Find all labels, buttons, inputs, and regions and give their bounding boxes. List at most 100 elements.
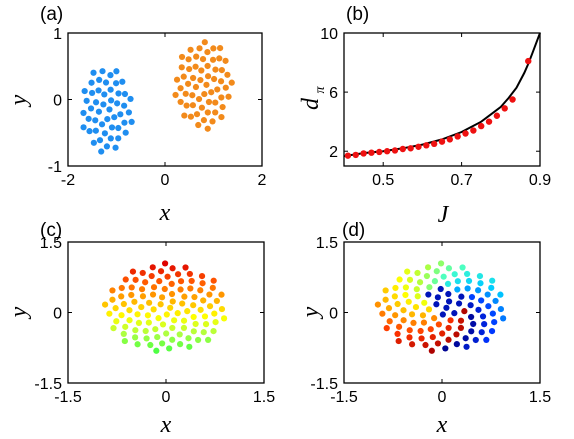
scatter-point [385, 305, 393, 312]
scatter-point [374, 301, 381, 308]
ticks-a: -2 0 2 -1 0 1 [48, 26, 267, 189]
scatter-point [101, 301, 109, 308]
scatter-point [445, 324, 452, 332]
scatter-point [455, 300, 463, 307]
y-axis-label-c: y [6, 306, 32, 319]
data-point [478, 122, 485, 130]
scatter-point [139, 293, 147, 300]
scatter-point [412, 303, 420, 311]
scatter-point-series-2 [228, 79, 235, 86]
scatter-point-series-2 [214, 86, 221, 93]
scatter-point [478, 329, 485, 336]
panel-d: (d) -1.5 0 1.5 -1.5 0 1.5 x y [298, 220, 551, 438]
scatter-point [427, 326, 434, 333]
scatter-point [440, 273, 447, 280]
scatter-point-series-2 [187, 46, 194, 53]
scatter-point-series-1 [117, 111, 124, 118]
scatter-point [177, 341, 184, 348]
scatter-point-series-2 [199, 56, 207, 63]
scatter-point [126, 307, 133, 314]
y-tick-label: 6 [329, 85, 338, 102]
scatter-point [197, 287, 204, 294]
scatter-point [169, 298, 176, 305]
scatter-point-series-2 [177, 98, 184, 106]
y-tick-label: 2 [329, 144, 338, 161]
x-tick-label: -1.5 [330, 389, 358, 406]
scatter-point [167, 304, 174, 311]
panel-label-a: (a) [40, 4, 63, 25]
scatter-point-series-1 [119, 78, 126, 85]
scatter-point-series-2 [177, 85, 184, 92]
scatter-point [431, 315, 438, 322]
scatter-point [410, 319, 417, 326]
scatter-point [144, 312, 151, 319]
scatter-point-series-1 [112, 144, 119, 151]
scatter-point-series-2 [178, 53, 186, 61]
x-axis-label-b: J [438, 202, 450, 228]
scatter-point [391, 293, 398, 300]
scatter-point-series-2 [212, 109, 219, 116]
scatter-point-series-2 [216, 44, 224, 52]
scatter-point-series-2 [183, 102, 190, 109]
scatter-point [153, 347, 160, 354]
scatter-point [382, 287, 389, 294]
data-point [368, 149, 375, 156]
scatter-point-series-1 [121, 102, 128, 109]
scatter-point [202, 321, 210, 328]
scatter-point [206, 291, 213, 298]
scatter-point [218, 291, 225, 298]
scatter-point-series-1 [81, 87, 88, 95]
data-point [352, 151, 359, 159]
scatter-point [134, 311, 141, 318]
scatter-point [213, 297, 220, 305]
scatter-point [131, 298, 138, 305]
scatter-point [428, 347, 435, 354]
x-tick-label: -1.5 [54, 389, 82, 406]
scatter-point [437, 260, 445, 267]
scatter-point [164, 273, 171, 280]
scatter-point-series-2 [186, 65, 193, 73]
data-point [462, 130, 469, 137]
scatter-point [445, 265, 453, 272]
data-point [407, 145, 414, 152]
scatter-point [200, 329, 207, 336]
scatter-point [157, 268, 165, 275]
scatter-point-series-1 [121, 90, 129, 98]
scatter-point [468, 328, 475, 335]
scatter-point-series-2 [197, 76, 204, 84]
scatter-point [142, 279, 149, 286]
scatter-point [181, 293, 188, 300]
panel-b: (b) 0.5 0.7 0.9 2 6 10 J d π [298, 4, 551, 228]
scatter-point-series-1 [95, 87, 102, 94]
data-point [493, 112, 501, 119]
scatter-point [134, 341, 141, 348]
y-tick-label: -1.5 [34, 376, 62, 393]
scatter-point [187, 285, 194, 292]
scatter-point-series-1 [88, 79, 95, 86]
marks-b [343, 32, 541, 159]
scatter-point-series-1 [89, 89, 96, 97]
scatter-point-series-1 [113, 68, 120, 75]
scatter-point [491, 319, 498, 326]
y-axis-label-d: y [298, 306, 324, 319]
scatter-point [424, 264, 432, 271]
scatter-point [132, 276, 139, 283]
scatter-point [159, 321, 167, 328]
scatter-point [408, 341, 416, 348]
scatter-point [444, 280, 452, 287]
scatter-point [394, 330, 401, 338]
scatter-point [211, 310, 218, 317]
scatter-point [168, 290, 176, 298]
scatter-point [402, 291, 409, 299]
scatter-point [394, 300, 401, 308]
scatter-point [148, 272, 155, 280]
data-point [383, 148, 391, 155]
scatter-point-series-1 [83, 97, 90, 104]
scatter-point [139, 269, 146, 277]
scatter-point-series-1 [80, 109, 87, 117]
scatter-point-series-1 [80, 124, 87, 131]
data-point [415, 143, 422, 150]
series-line [343, 32, 541, 158]
scatter-point-series-1 [99, 68, 106, 75]
marks-d [374, 260, 507, 354]
